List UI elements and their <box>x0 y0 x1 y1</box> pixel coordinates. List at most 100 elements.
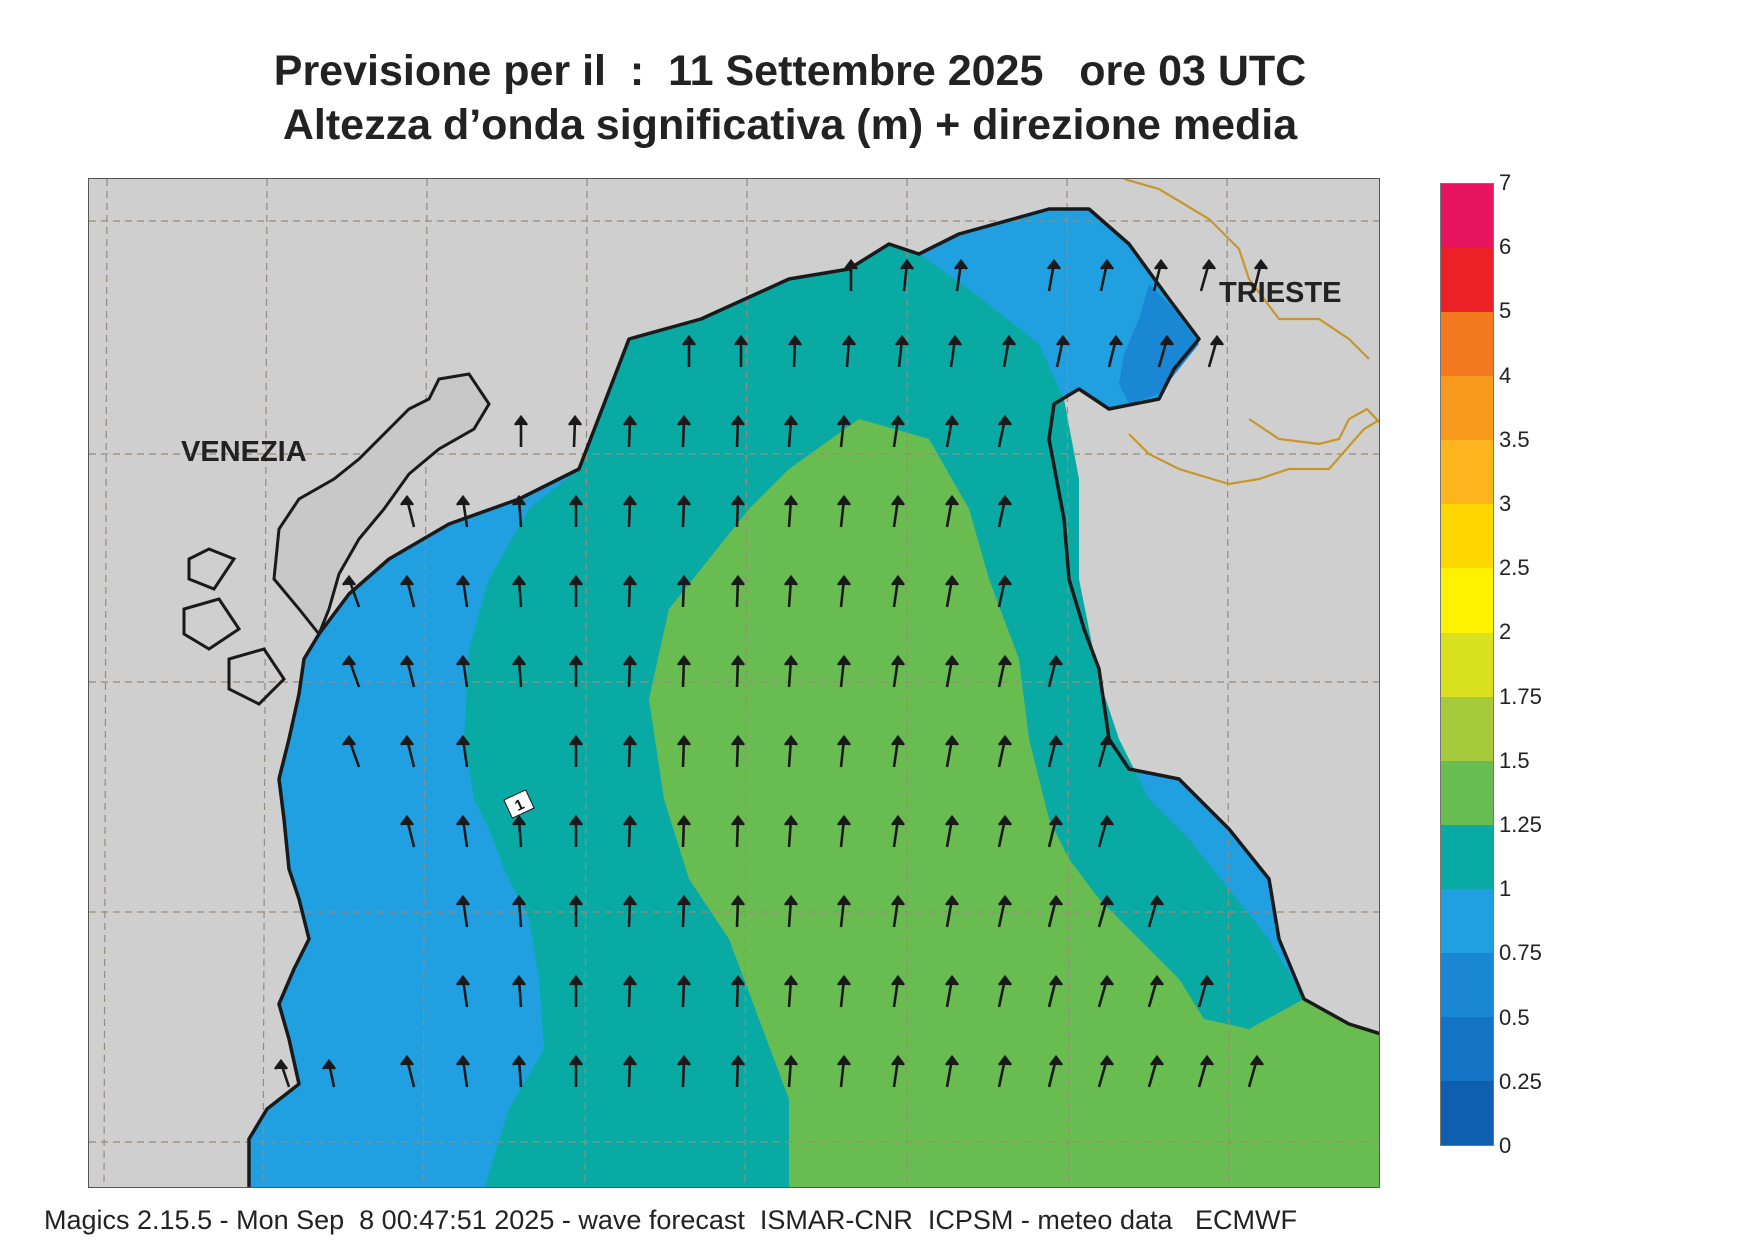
arrow <box>890 414 906 448</box>
arrow <box>676 494 692 528</box>
legend-tick-label: 6 <box>1499 234 1512 260</box>
arrow <box>953 258 969 292</box>
arrow <box>1147 1054 1165 1088</box>
arrow <box>783 414 799 448</box>
lagoon-islands-west <box>182 547 286 706</box>
color-scale-ticks: 0 0.25 0.5 0.75 1 1.25 1.5 1.75 2 2.5 3 3.5 4 5 6 7 <box>1499 170 1569 1158</box>
arrow <box>1097 974 1115 1008</box>
arrow <box>568 814 584 847</box>
arrow <box>513 414 529 447</box>
legend-tick-label: 1.5 <box>1499 747 1530 773</box>
arrow <box>997 1054 1013 1088</box>
arrow <box>783 894 799 928</box>
arrow <box>843 258 859 291</box>
legend-tick-label: 0.25 <box>1499 1068 1542 1094</box>
arrow <box>836 734 852 768</box>
arrow <box>1047 894 1064 928</box>
arrow <box>890 734 906 768</box>
arrow <box>399 734 416 768</box>
legend-tick-label: 1.25 <box>1499 812 1542 837</box>
arrow <box>455 1054 471 1088</box>
arrow <box>783 654 799 688</box>
coastline <box>247 207 1379 1187</box>
arrow <box>947 334 963 368</box>
arrow <box>1152 258 1169 292</box>
arrow <box>890 814 906 848</box>
arrow <box>676 414 692 448</box>
sea-zone-0.5-0.75 <box>1119 284 1199 404</box>
arrow <box>568 974 584 1007</box>
arrow <box>783 574 799 608</box>
arrow <box>341 654 361 688</box>
arrow <box>1247 1054 1265 1088</box>
sea-zone-1-1.25 <box>464 244 1304 1187</box>
legend-tick-label: 0.75 <box>1499 940 1542 966</box>
arrow <box>511 974 527 1008</box>
arrow <box>730 1054 746 1088</box>
legend-tick-label: 4 <box>1499 362 1512 388</box>
arrow <box>455 814 471 848</box>
map-panel[interactable]: 1 VENEZIA TRIESTE <box>88 178 1380 1188</box>
arrow <box>399 654 416 688</box>
arrow <box>455 574 471 608</box>
arrow <box>1097 894 1115 928</box>
arrow <box>730 974 746 1008</box>
arrow <box>890 494 906 528</box>
contour-label-box: 1 <box>503 789 535 819</box>
arrow <box>1097 1054 1115 1088</box>
arrow <box>676 574 692 608</box>
legend-band-5 <box>1441 760 1493 825</box>
arrow <box>730 494 746 528</box>
legend-band-0 <box>1441 1080 1493 1145</box>
legend-band-12 <box>1441 312 1493 377</box>
arrow <box>511 814 527 848</box>
arrow <box>730 414 746 448</box>
arrow <box>399 1054 416 1088</box>
arrow <box>676 734 692 768</box>
forecast-time-title: Previsione per il : 11 Settembre 2025 or… <box>273 47 1307 95</box>
arrow <box>836 574 852 608</box>
arrow <box>730 894 746 928</box>
arrow <box>890 894 906 928</box>
legend-band-1 <box>1441 1016 1493 1081</box>
arrow <box>944 414 960 448</box>
arrow <box>511 574 527 608</box>
arrow <box>622 974 638 1008</box>
arrow <box>321 1058 337 1088</box>
arrow <box>622 414 638 448</box>
arrow <box>622 894 638 928</box>
arrow <box>836 1054 852 1088</box>
arrow <box>730 814 746 848</box>
arrow <box>1099 258 1115 292</box>
arrow <box>455 494 471 528</box>
venice-lagoon-outline <box>272 372 491 637</box>
graticule <box>89 179 1379 1187</box>
arrow <box>730 654 746 688</box>
arrow <box>1097 814 1115 848</box>
arrow <box>455 734 471 768</box>
arrow <box>890 574 906 608</box>
arrow <box>836 974 852 1008</box>
arrow <box>997 574 1013 608</box>
city-label-trieste: TRIESTE <box>1219 277 1341 309</box>
arrow <box>944 574 960 608</box>
arrow <box>733 334 749 367</box>
arrow <box>783 1054 799 1088</box>
arrow <box>1107 334 1124 368</box>
arrow <box>944 654 960 688</box>
arrow-row-7 <box>341 734 1115 768</box>
arrow <box>1047 654 1064 688</box>
footer-credit: Magics 2.15.5 - Mon Sep 8 00:47:51 2025 … <box>44 1205 1297 1235</box>
arrow-row-1 <box>843 258 1269 292</box>
arrow <box>1047 814 1064 848</box>
arrow-row-9 <box>455 894 1165 928</box>
arrow <box>511 1054 527 1088</box>
national-border <box>1123 179 1379 486</box>
arrow <box>890 654 906 688</box>
arrow <box>944 734 960 768</box>
arrow <box>783 734 799 768</box>
arrow <box>568 654 584 687</box>
arrow <box>836 494 852 528</box>
legend-tick-label: 3 <box>1499 491 1512 516</box>
arrow <box>622 494 638 528</box>
